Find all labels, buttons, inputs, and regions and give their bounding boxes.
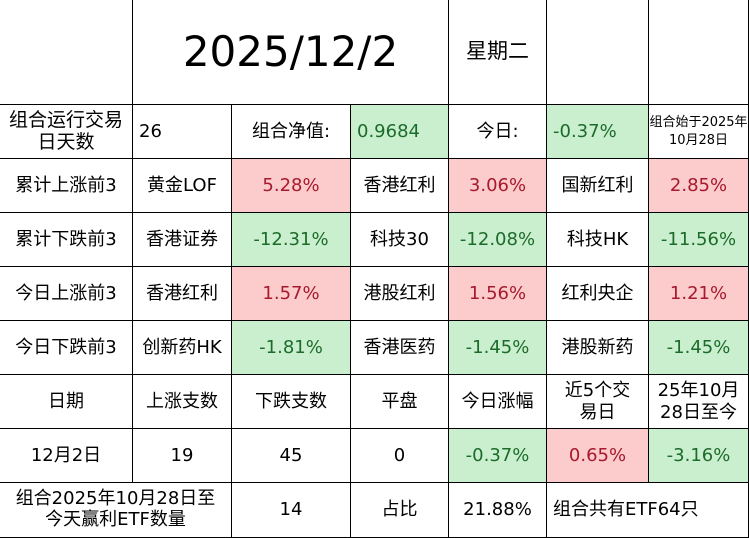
ranking-value: -1.81% [232,321,351,375]
profit-etf-label: 组合2025年10月28日至今天赢利ETF数量 [0,483,232,538]
ranking-name: 港股新药 [547,321,649,375]
header-blank-cell [0,0,133,105]
portfolio-start-note: 组合始于2025年10月28日 [649,105,749,159]
ranking-name: 港股红利 [351,267,449,321]
stats-header: 近5个交易日 [547,375,649,429]
trading-days-value: 26 [133,105,232,159]
stats-header: 下跌支数 [232,375,351,429]
today-change-value: -0.37% [547,105,649,159]
ranking-value: 1.57% [232,267,351,321]
stats-date: 12月2日 [0,429,133,483]
ranking-label-cumulative-up: 累计上涨前3 [0,159,133,213]
ranking-value: 1.56% [449,267,547,321]
ranking-value: 2.85% [649,159,749,213]
ranking-value: -1.45% [449,321,547,375]
stats-flat-count: 0 [351,429,449,483]
profit-etf-count: 14 [232,483,351,538]
ratio-label: 占比 [351,483,449,538]
header-blank-cell [649,0,749,105]
ranking-name: 香港红利 [133,267,232,321]
ranking-name: 创新药HK [133,321,232,375]
ranking-value: 3.06% [449,159,547,213]
stats-header: 上涨支数 [133,375,232,429]
ranking-name: 黄金LOF [133,159,232,213]
ranking-name: 红利央企 [547,267,649,321]
ranking-value: -12.08% [449,213,547,267]
stats-header: 日期 [0,375,133,429]
stats-since-start-change: -3.16% [649,429,749,483]
stats-header: 今日涨幅 [449,375,547,429]
stats-today-change: -0.37% [449,429,547,483]
ranking-label-today-up: 今日上涨前3 [0,267,133,321]
total-etf-note: 组合共有ETF64只 [547,483,749,538]
stats-up-count: 19 [133,429,232,483]
ranking-label-cumulative-down: 累计下跌前3 [0,213,133,267]
ranking-name: 香港红利 [351,159,449,213]
ranking-name: 科技HK [547,213,649,267]
ranking-name: 国新红利 [547,159,649,213]
nav-label: 组合净值: [232,105,351,159]
stats-header: 平盘 [351,375,449,429]
ranking-value: 5.28% [232,159,351,213]
report-date: 2025/12/2 [133,0,449,105]
trading-days-label: 组合运行交易日天数 [0,105,133,159]
stats-5day-change: 0.65% [547,429,649,483]
ranking-value: -12.31% [232,213,351,267]
ranking-name: 香港证券 [133,213,232,267]
ranking-name: 科技30 [351,213,449,267]
ranking-value: 1.21% [649,267,749,321]
ranking-value: -11.56% [649,213,749,267]
nav-value: 0.9684 [351,105,449,159]
stats-down-count: 45 [232,429,351,483]
header-blank-cell [547,0,649,105]
ranking-name: 香港医药 [351,321,449,375]
report-weekday: 星期二 [449,0,547,105]
ranking-value: -1.45% [649,321,749,375]
today-label: 今日: [449,105,547,159]
ratio-value: 21.88% [449,483,547,538]
stats-header: 25年10月28日至今 [649,375,749,429]
ranking-label-today-down: 今日下跌前3 [0,321,133,375]
